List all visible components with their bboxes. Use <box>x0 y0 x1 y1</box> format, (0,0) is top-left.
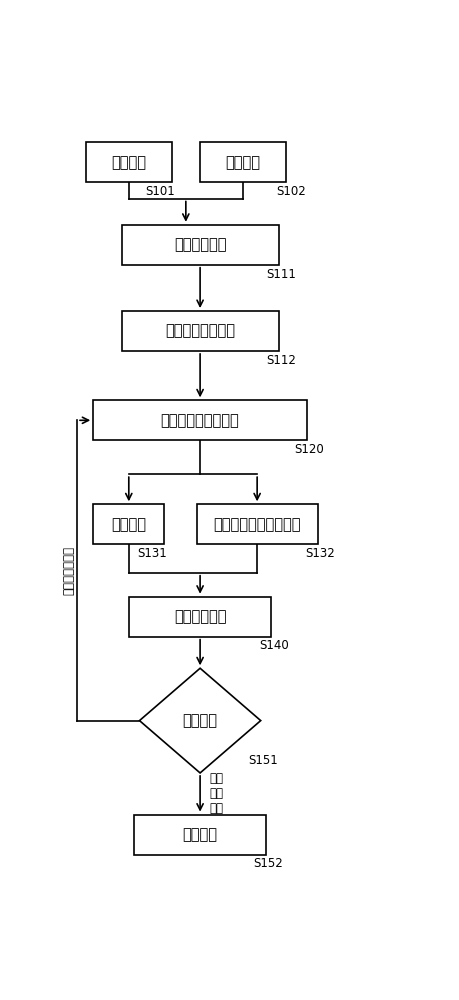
Text: 建立动态热能方程: 建立动态热能方程 <box>165 323 235 338</box>
Bar <box>86 142 171 182</box>
Text: S140: S140 <box>258 639 288 652</box>
Text: S120: S120 <box>294 443 324 456</box>
Text: S152: S152 <box>253 857 283 870</box>
Text: 分析散热: 分析散热 <box>225 155 260 170</box>
Bar <box>129 597 271 637</box>
Bar <box>121 311 278 351</box>
Text: S132: S132 <box>305 547 334 560</box>
Text: 计算绕组温升: 计算绕组温升 <box>174 609 226 624</box>
Text: S102: S102 <box>276 185 306 198</box>
Text: 获取电机状态参数值: 获取电机状态参数值 <box>160 413 239 428</box>
Text: 计算损耗: 计算损耗 <box>111 517 146 532</box>
Text: 未超过温升阈值: 未超过温升阈值 <box>62 546 75 595</box>
Text: 建立等效热路: 建立等效热路 <box>174 237 226 252</box>
Bar <box>93 504 164 544</box>
Text: 过热保护: 过热保护 <box>182 827 217 842</box>
Text: S101: S101 <box>145 185 174 198</box>
Text: 计算内部表面散热热阻: 计算内部表面散热热阻 <box>213 517 300 532</box>
Text: S131: S131 <box>137 547 167 560</box>
Text: 超过
温升
阈值: 超过 温升 阈值 <box>208 772 223 815</box>
Bar <box>93 400 307 440</box>
Text: S112: S112 <box>265 354 295 367</box>
Bar <box>200 142 285 182</box>
Text: 分析热源: 分析热源 <box>111 155 146 170</box>
Text: S111: S111 <box>265 267 295 280</box>
Bar <box>134 815 265 855</box>
Text: S151: S151 <box>248 754 277 767</box>
Polygon shape <box>139 668 260 773</box>
Bar <box>196 504 317 544</box>
Bar <box>121 225 278 265</box>
Text: 温升判定: 温升判定 <box>182 713 217 728</box>
